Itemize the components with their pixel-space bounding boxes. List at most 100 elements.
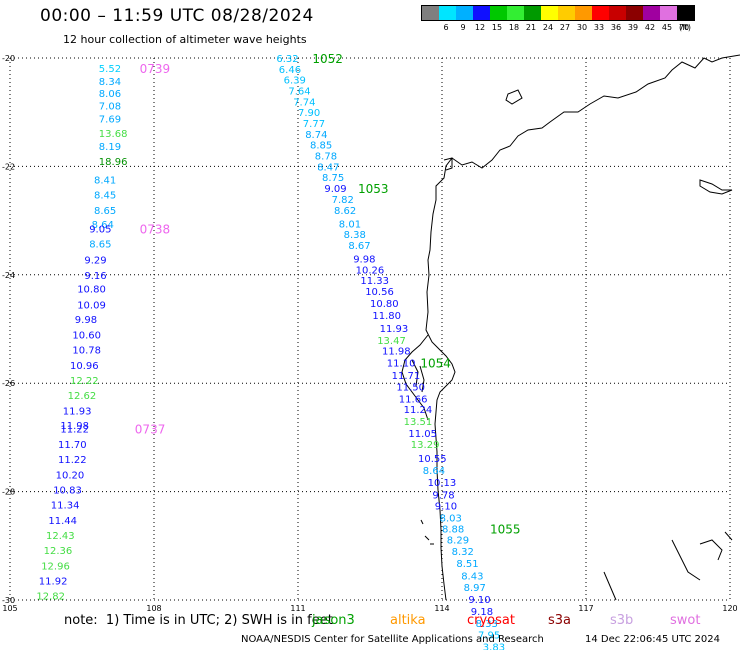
swh-value: 10.96 [70,361,99,372]
swh-value: 8.65 [89,239,111,250]
swh-value: 9.10 [435,502,457,513]
swh-value: 8.43 [461,572,483,583]
pass-id-label: 0737 [135,423,166,437]
swh-value: 8.01 [339,219,361,230]
swh-value: 9.05 [89,225,111,236]
lat-tick-label: -22 [2,162,15,171]
swh-value: 8.03 [440,514,462,525]
map-title: 00:00 – 11:59 UTC 08/28/2024 [40,6,314,26]
swh-value: 8.32 [452,547,474,558]
pass-id-label: 1053 [358,182,389,196]
footer-credit: NOAA/NESDIS Center for Satellite Applica… [241,634,544,645]
coastline [401,54,740,601]
lon-tick-label: 111 [290,604,305,613]
swh-value: 11.22 [58,455,87,466]
swh-value: 8.64 [92,220,114,231]
legend-label: 15 [491,23,503,32]
footer-timestamp: 14 Dec 22:06:45 UTC 2024 [585,634,720,645]
axis-ticks: 105 108 111 114 117 120 -20 -22 -24 -26 -28 -30 [2,54,738,613]
swh-value: 8.85 [310,141,332,152]
legend-label: 42 [644,23,656,32]
legend-labels: 6 9 12 15 18 21 24 27 30 33 36 39 42 45 70 (ft) [421,21,695,33]
legend-swatch [677,6,694,20]
swh-value: 8.45 [94,191,116,202]
swh-value: 10.80 [77,284,106,295]
islets [420,519,434,545]
swh-value: 8.78 [315,152,337,163]
swh-value: 3.83 [483,643,505,650]
swh-value: 8.65 [94,206,116,217]
swh-value: 12.43 [46,531,75,542]
swh-value: 13.47 [377,336,406,347]
legend-swatches [421,5,695,21]
swh-value: 11.98 [382,347,411,358]
legend-swatch [490,6,507,20]
swh-value: 8.41 [94,175,116,186]
swh-value: 12.22 [70,376,99,387]
lon-tick-label: 117 [578,604,593,613]
swh-value: 8.62 [334,206,356,217]
legend-label: 70 [678,23,690,32]
pass-id-label: 1055 [490,522,521,536]
legend-swatch [439,6,456,20]
gridlines [9,57,731,601]
legend-label: 45 [661,23,673,32]
legend-label: 39 [627,23,639,32]
satellite-swot: swot [670,613,701,628]
legend-swatch [626,6,643,20]
legend-unit: (ft) [678,23,692,32]
swh-value: 9.78 [432,490,454,501]
swh-value: 11.92 [39,576,68,587]
legend-label: 24 [542,23,554,32]
lon-tick-label: 108 [146,604,161,613]
swh-value: 10.55 [418,454,447,465]
legend-swatch [660,6,677,20]
swh-value: 11.10 [387,359,416,370]
swh-value: 11.66 [399,394,428,405]
swh-value: 9.29 [84,256,106,267]
legend-swatch [575,6,592,20]
swh-value: 8.64 [423,466,445,477]
lat-tick-label: -26 [2,379,15,388]
satellite-cryosat: cryosat [467,613,515,628]
track-1052: 6.326.466.397.647.747.907.778.748.858.78… [276,52,520,650]
swh-value: 13.68 [99,129,128,140]
satellite-s3a: s3a [548,613,572,628]
lon-tick-label: 105 [2,604,17,613]
peninsula-north [443,157,453,171]
satellite-s3b: s3b [610,613,634,628]
swh-value: 10.78 [72,346,101,357]
swh-value: 11.34 [51,501,80,512]
swh-value: 12.96 [41,561,70,572]
swh-value: 6.32 [276,54,298,65]
swh-value: 9.16 [84,271,106,282]
lat-tick-label: -24 [2,271,15,280]
swh-value: 10.60 [72,330,101,341]
swh-value: 8.38 [344,230,366,241]
legend-swatch [643,6,660,20]
legend-swatch [541,6,558,20]
color-legend: 6 9 12 15 18 21 24 27 30 33 36 39 42 45 70 (ft) [421,5,695,33]
track-0739: 5.52 8.348.06 7.08 7.69 13.68 8.19 18.96 8.41 8.… [36,62,170,603]
lat-tick-label: -20 [2,54,15,63]
swh-value: 8.97 [464,583,486,594]
swh-value: 12.36 [44,546,73,557]
swh-value: 8.75 [322,173,344,184]
island-northeast [505,89,523,105]
swh-value: 9.09 [324,184,346,195]
swh-value: 7.90 [298,108,320,119]
swh-value: 10.83 [53,485,82,496]
swh-value: 7.69 [99,115,121,126]
swh-value: 7.64 [288,87,310,98]
legend-swatch [592,6,609,20]
legend-swatch [609,6,626,20]
swh-value: 9.18 [471,607,493,618]
legend-swatch [507,6,524,20]
swh-value: 9.98 [75,315,97,326]
swh-value: 18.96 [99,157,128,168]
lon-tick-label: 114 [434,604,449,613]
map-subtitle: 12 hour collection of altimeter wave hei… [63,33,307,46]
swh-value: 8.29 [447,535,469,546]
pass-id-label: 1054 [420,357,451,371]
